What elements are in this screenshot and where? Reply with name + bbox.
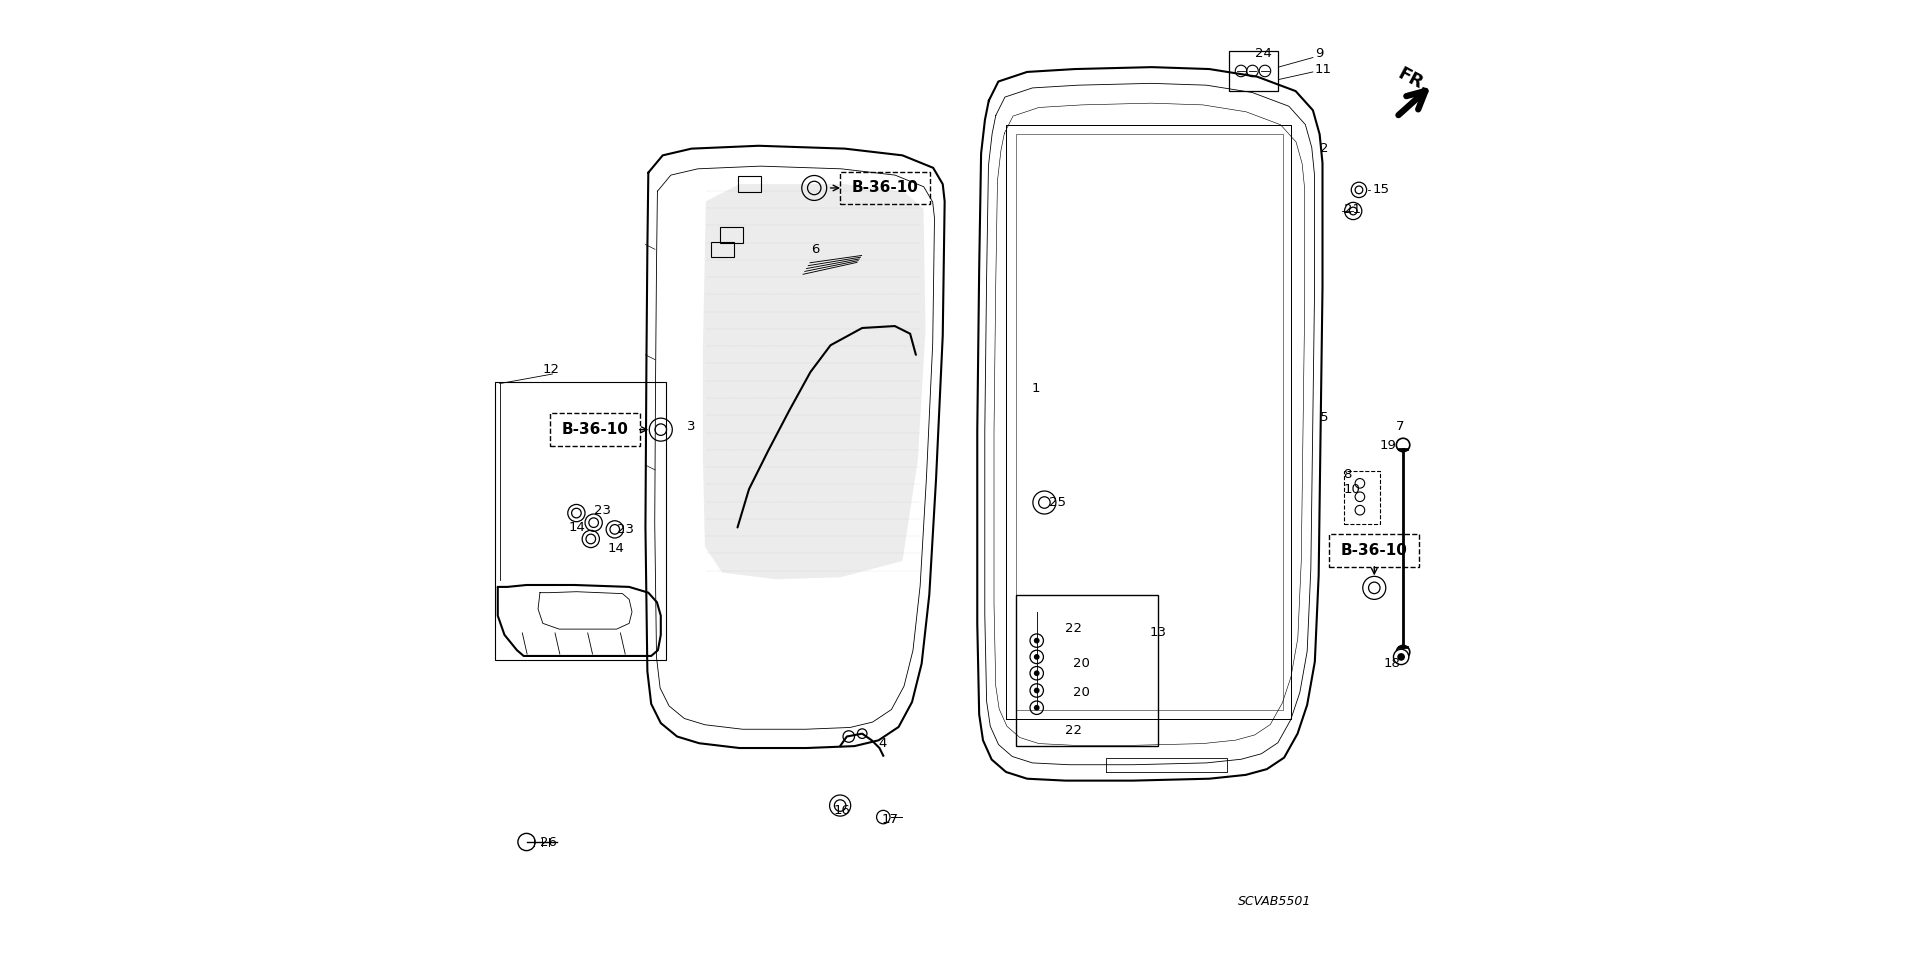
Text: 10: 10 [1344, 482, 1361, 496]
Text: 14: 14 [568, 521, 586, 534]
Circle shape [1033, 688, 1039, 693]
Text: B-36-10: B-36-10 [1340, 543, 1407, 558]
Bar [495, 382, 666, 660]
Bar [1016, 595, 1158, 746]
Text: 17: 17 [881, 813, 899, 827]
Text: 12: 12 [543, 363, 561, 376]
Circle shape [1394, 649, 1409, 665]
Text: 2: 2 [1319, 142, 1329, 155]
Text: 3: 3 [687, 420, 695, 433]
Text: 22: 22 [1066, 621, 1083, 635]
Polygon shape [703, 184, 925, 579]
Text: 20: 20 [1073, 686, 1091, 699]
Text: 8: 8 [1344, 468, 1352, 481]
Text: 22: 22 [1066, 724, 1083, 737]
Circle shape [1033, 705, 1039, 711]
Text: SCVAB5501: SCVAB5501 [1238, 895, 1311, 908]
Bar [737, 176, 760, 192]
Bar [720, 227, 743, 243]
Text: 14: 14 [607, 542, 624, 555]
Circle shape [1033, 670, 1039, 676]
Text: 24: 24 [1256, 47, 1273, 60]
Text: 25: 25 [1048, 496, 1066, 509]
Text: 20: 20 [1073, 657, 1091, 670]
Text: 15: 15 [1373, 183, 1390, 197]
Text: 18: 18 [1384, 657, 1402, 670]
Text: 23: 23 [593, 503, 611, 517]
Text: B-36-10: B-36-10 [852, 180, 918, 196]
Text: 9: 9 [1315, 47, 1323, 60]
Text: 5: 5 [1319, 410, 1329, 424]
Text: 13: 13 [1150, 626, 1167, 640]
Text: 1: 1 [1031, 382, 1041, 395]
Circle shape [1398, 653, 1405, 661]
Text: 16: 16 [833, 804, 851, 817]
Bar [710, 242, 733, 257]
Text: 23: 23 [616, 523, 634, 536]
Text: 21: 21 [1344, 202, 1361, 216]
Text: 26: 26 [540, 835, 557, 849]
Text: B-36-10: B-36-10 [561, 422, 628, 437]
Text: 7: 7 [1396, 420, 1405, 433]
Text: 19: 19 [1380, 439, 1398, 453]
Circle shape [1033, 638, 1039, 643]
Bar [1344, 471, 1380, 524]
Circle shape [1033, 654, 1039, 660]
Bar [1229, 51, 1279, 91]
Text: 4: 4 [879, 737, 887, 750]
Text: 6: 6 [812, 243, 820, 256]
Text: 11: 11 [1315, 62, 1332, 76]
Text: FR.: FR. [1394, 64, 1432, 96]
